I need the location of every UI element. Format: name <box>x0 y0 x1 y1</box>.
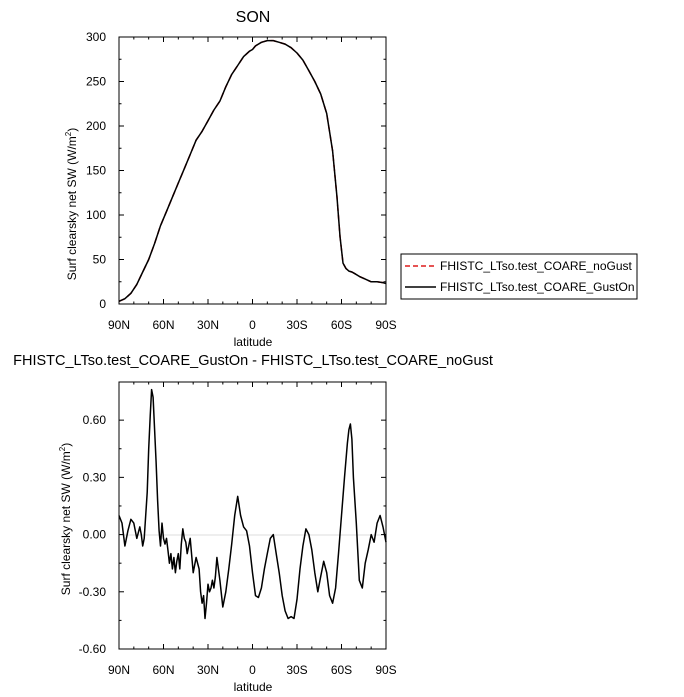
top-ytick-label-1: 50 <box>93 253 107 267</box>
bottom-xtick-label-2: 30N <box>197 663 219 677</box>
top-ytick-label-3: 150 <box>86 164 106 178</box>
legend: FHISTC_LTso.test_COARE_noGust FHISTC_LTs… <box>400 253 638 300</box>
top-series-line-0 <box>118 39 387 302</box>
bottom-xtick-label-6: 90S <box>375 663 396 677</box>
legend-box <box>400 253 638 300</box>
top-y-axis-label-sup: 2 <box>64 131 73 136</box>
top-xtick-label-6: 90S <box>375 318 396 332</box>
top-xtick-label-5: 60S <box>331 318 352 332</box>
bottom-x-ticks: 90N 60N 30N 0 30S 60S 90S <box>108 382 397 677</box>
top-xtick-label-1: 60N <box>152 318 174 332</box>
bottom-plot-frame <box>118 381 387 650</box>
top-chart-title: SON <box>236 9 271 26</box>
bottom-chart-title: FHISTC_LTso.test_COARE_GustOn - FHISTC_L… <box>13 353 493 369</box>
top-xtick-label-2: 30N <box>197 318 219 332</box>
bottom-ytick-label-1: -0.30 <box>79 585 107 599</box>
bottom-y-axis-label-end: ) <box>59 443 73 447</box>
bottom-y-ticks: -0.60 -0.30 0.00 0.30 0.60 <box>79 413 386 656</box>
top-series-line-1 <box>118 39 387 302</box>
bottom-panel: FHISTC_LTso.test_COARE_GustOn - FHISTC_L… <box>13 353 493 694</box>
top-y-axis-label-end: ) <box>65 128 79 132</box>
top-y-axis-label: Surf clearsky net SW (W/m2) <box>64 128 79 280</box>
bottom-xtick-label-5: 60S <box>331 663 352 677</box>
bottom-y-axis-label: Surf clearsky net SW (W/m2) <box>58 443 73 595</box>
bottom-ytick-label-4: 0.60 <box>83 413 107 427</box>
top-plot-frame <box>118 36 387 305</box>
top-xtick-label-0: 90N <box>108 318 130 332</box>
top-series-lines <box>118 39 387 302</box>
top-ytick-label-0: 0 <box>99 297 106 311</box>
top-ytick-label-5: 250 <box>86 75 106 89</box>
bottom-series-line-0 <box>118 388 387 620</box>
legend-label-nogust: FHISTC_LTso.test_COARE_noGust <box>440 259 633 273</box>
top-ytick-label-2: 100 <box>86 208 106 222</box>
top-xtick-label-3: 0 <box>249 318 256 332</box>
bottom-x-axis-label: latitude <box>234 680 273 694</box>
top-y-ticks: 0 50 100 150 200 250 300 <box>86 30 386 311</box>
bottom-xtick-label-1: 60N <box>152 663 174 677</box>
top-y-axis-label-main: Surf clearsky net SW (W/m <box>65 136 79 280</box>
bottom-ytick-label-0: -0.60 <box>79 642 107 656</box>
legend-label-guston: FHISTC_LTso.test_COARE_GustOn <box>440 280 635 294</box>
bottom-y-axis-label-main: Surf clearsky net SW (W/m <box>59 451 73 595</box>
bottom-ytick-label-2: 0.00 <box>83 528 107 542</box>
top-ytick-label-4: 200 <box>86 119 106 133</box>
top-x-ticks: 90N 60N 30N 0 30S 60S 90S <box>108 37 397 332</box>
top-ytick-label-6: 300 <box>86 30 106 44</box>
top-x-axis-label: latitude <box>234 335 273 349</box>
bottom-y-axis-label-sup: 2 <box>58 446 67 451</box>
bottom-xtick-label-0: 90N <box>108 663 130 677</box>
top-xtick-label-4: 30S <box>286 318 307 332</box>
bottom-xtick-label-4: 30S <box>286 663 307 677</box>
bottom-xtick-label-3: 0 <box>249 663 256 677</box>
bottom-ytick-label-3: 0.30 <box>83 470 107 484</box>
bottom-series-lines <box>118 388 387 620</box>
